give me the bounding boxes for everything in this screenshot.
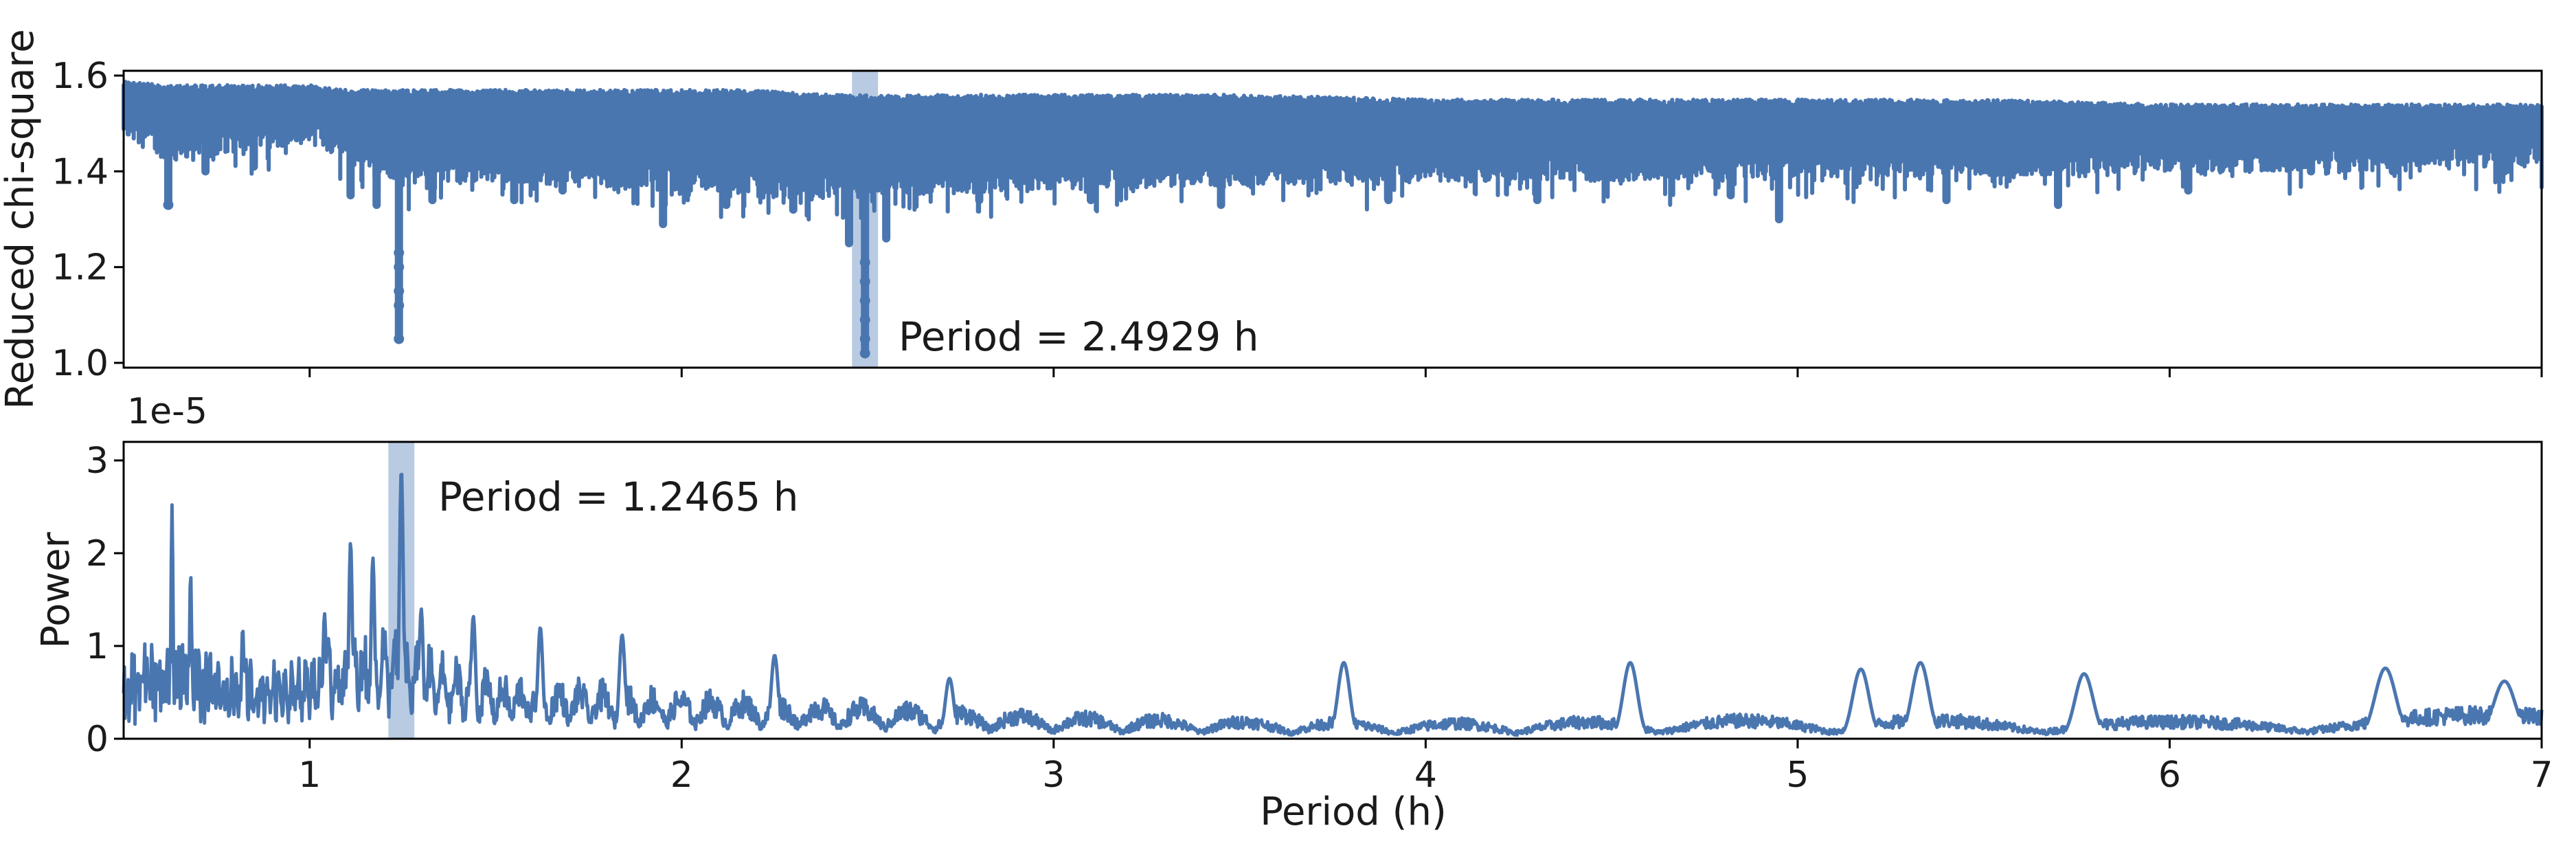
chi-square-point xyxy=(859,276,870,287)
periodogram-axes-frame xyxy=(122,440,2543,740)
periodogram-y-tick-label: 3 xyxy=(86,440,109,482)
periodogram-x-tick-label: 1 xyxy=(298,755,321,796)
periodogram-y-scale-label: 1e-5 xyxy=(127,391,207,432)
chi-square-axes-frame xyxy=(122,69,2543,369)
chi-square-point xyxy=(394,286,405,297)
periodogram-y-ticks: 0 1 2 3 xyxy=(86,440,124,760)
periodogram-x-tick-label: 2 xyxy=(670,755,693,796)
periodogram-y-tick-label: 1 xyxy=(86,626,109,667)
chi-square-point xyxy=(394,300,405,311)
chi-square-x-ticks xyxy=(308,368,2543,377)
chi-square-scatter-points xyxy=(122,80,2544,359)
chi-square-point xyxy=(163,199,174,210)
periodogram-y-tick-label: 0 xyxy=(86,719,109,760)
chi-square-point xyxy=(394,262,405,273)
chi-square-point xyxy=(394,247,405,258)
periodogram-period-annotation: Period = 1.2465 h xyxy=(438,473,798,520)
periodogram-x-tick-label: 3 xyxy=(1042,755,1065,796)
chi-square-y-ticks: 1.0 1.2 1.4 1.6 xyxy=(52,56,124,384)
chi-square-point xyxy=(859,295,870,306)
periodogram-x-tick-label: 7 xyxy=(2530,755,2553,796)
chi-square-y-tick-label: 1.2 xyxy=(52,247,109,289)
periodogram-x-tick-label: 4 xyxy=(1414,755,1437,796)
chi-square-panel: 1.0 1.2 1.4 1.6 Reduced chi-square Period =… xyxy=(0,29,2544,410)
periodogram-y-axis-label: Power xyxy=(34,531,78,648)
chi-square-y-tick-label: 1.6 xyxy=(52,56,109,97)
chi-square-period-annotation: Period = 2.4929 h xyxy=(899,313,1258,360)
chi-square-y-axis-label: Reduced chi-square xyxy=(0,29,43,409)
chi-square-point xyxy=(394,333,405,344)
chi-square-point xyxy=(859,348,870,359)
periodogram-x-tick-label: 6 xyxy=(2158,755,2181,796)
periodogram-x-ticks: 1 2 3 4 5 6 7 xyxy=(298,739,2553,796)
chi-square-point xyxy=(859,314,870,325)
periodogram-y-tick-label: 2 xyxy=(86,533,109,574)
chi-square-y-tick-label: 1.0 xyxy=(52,343,109,384)
periodogram-x-tick-label: 5 xyxy=(1786,755,1809,796)
periodogram-x-axis-label: Period (h) xyxy=(1260,790,1447,834)
chi-square-y-tick-label: 1.4 xyxy=(52,151,109,192)
chi-square-scatter-band xyxy=(122,80,2544,222)
chi-square-point xyxy=(859,333,870,344)
periodogram-power-line xyxy=(122,472,2544,737)
periodogram-panel: 0 1 2 3 1 2 3 4 5 6 7 1e-5 Power Period (h) Perio… xyxy=(34,391,2553,834)
chi-square-point xyxy=(859,257,870,268)
